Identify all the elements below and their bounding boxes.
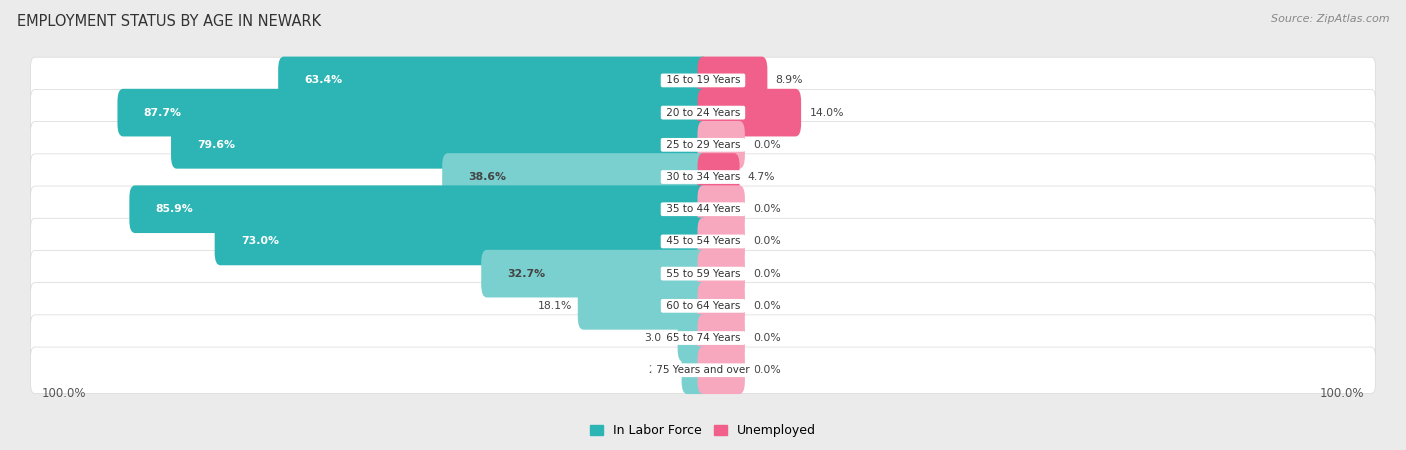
FancyBboxPatch shape — [31, 347, 1375, 393]
FancyBboxPatch shape — [697, 314, 745, 362]
FancyBboxPatch shape — [31, 90, 1375, 136]
Text: 87.7%: 87.7% — [143, 108, 181, 117]
Legend: In Labor Force, Unemployed: In Labor Force, Unemployed — [585, 419, 821, 442]
Text: 100.0%: 100.0% — [42, 387, 86, 400]
Text: 3.0%: 3.0% — [644, 333, 672, 343]
Text: 0.0%: 0.0% — [754, 333, 780, 343]
Text: 73.0%: 73.0% — [240, 236, 278, 247]
Text: 60 to 64 Years: 60 to 64 Years — [662, 301, 744, 311]
FancyBboxPatch shape — [31, 315, 1375, 361]
Text: 85.9%: 85.9% — [156, 204, 193, 214]
Text: 16 to 19 Years: 16 to 19 Years — [662, 76, 744, 86]
FancyBboxPatch shape — [697, 121, 745, 169]
FancyBboxPatch shape — [578, 282, 709, 330]
FancyBboxPatch shape — [481, 250, 709, 297]
Text: 0.0%: 0.0% — [754, 236, 780, 247]
FancyBboxPatch shape — [697, 346, 745, 394]
FancyBboxPatch shape — [697, 153, 740, 201]
FancyBboxPatch shape — [31, 154, 1375, 200]
FancyBboxPatch shape — [172, 121, 709, 169]
Text: 32.7%: 32.7% — [508, 269, 546, 279]
Text: 0.0%: 0.0% — [754, 301, 780, 311]
Text: 30 to 34 Years: 30 to 34 Years — [662, 172, 744, 182]
Text: 35 to 44 Years: 35 to 44 Years — [662, 204, 744, 214]
Text: 45 to 54 Years: 45 to 54 Years — [662, 236, 744, 247]
FancyBboxPatch shape — [678, 314, 709, 362]
FancyBboxPatch shape — [682, 346, 709, 394]
Text: Source: ZipAtlas.com: Source: ZipAtlas.com — [1271, 14, 1389, 23]
Text: 0.0%: 0.0% — [754, 269, 780, 279]
FancyBboxPatch shape — [31, 57, 1375, 104]
Text: 2.4%: 2.4% — [648, 365, 676, 375]
FancyBboxPatch shape — [697, 89, 801, 136]
FancyBboxPatch shape — [697, 250, 745, 297]
FancyBboxPatch shape — [118, 89, 709, 136]
Text: 65 to 74 Years: 65 to 74 Years — [662, 333, 744, 343]
Text: 8.9%: 8.9% — [776, 76, 803, 86]
FancyBboxPatch shape — [278, 57, 709, 104]
FancyBboxPatch shape — [31, 251, 1375, 297]
FancyBboxPatch shape — [129, 185, 709, 233]
Text: 0.0%: 0.0% — [754, 140, 780, 150]
FancyBboxPatch shape — [697, 57, 768, 104]
Text: EMPLOYMENT STATUS BY AGE IN NEWARK: EMPLOYMENT STATUS BY AGE IN NEWARK — [17, 14, 321, 28]
Text: 55 to 59 Years: 55 to 59 Years — [662, 269, 744, 279]
Text: 18.1%: 18.1% — [538, 301, 572, 311]
FancyBboxPatch shape — [443, 153, 709, 201]
FancyBboxPatch shape — [697, 282, 745, 330]
FancyBboxPatch shape — [215, 218, 709, 265]
FancyBboxPatch shape — [697, 185, 745, 233]
Text: 25 to 29 Years: 25 to 29 Years — [662, 140, 744, 150]
Text: 63.4%: 63.4% — [304, 76, 343, 86]
Text: 4.7%: 4.7% — [748, 172, 775, 182]
FancyBboxPatch shape — [31, 186, 1375, 232]
FancyBboxPatch shape — [697, 218, 745, 265]
FancyBboxPatch shape — [31, 283, 1375, 329]
Text: 0.0%: 0.0% — [754, 365, 780, 375]
Text: 100.0%: 100.0% — [1320, 387, 1364, 400]
Text: 0.0%: 0.0% — [754, 204, 780, 214]
FancyBboxPatch shape — [31, 122, 1375, 168]
Text: 38.6%: 38.6% — [468, 172, 506, 182]
FancyBboxPatch shape — [31, 218, 1375, 265]
Text: 20 to 24 Years: 20 to 24 Years — [662, 108, 744, 117]
Text: 79.6%: 79.6% — [197, 140, 235, 150]
Text: 75 Years and over: 75 Years and over — [652, 365, 754, 375]
Text: 14.0%: 14.0% — [810, 108, 844, 117]
